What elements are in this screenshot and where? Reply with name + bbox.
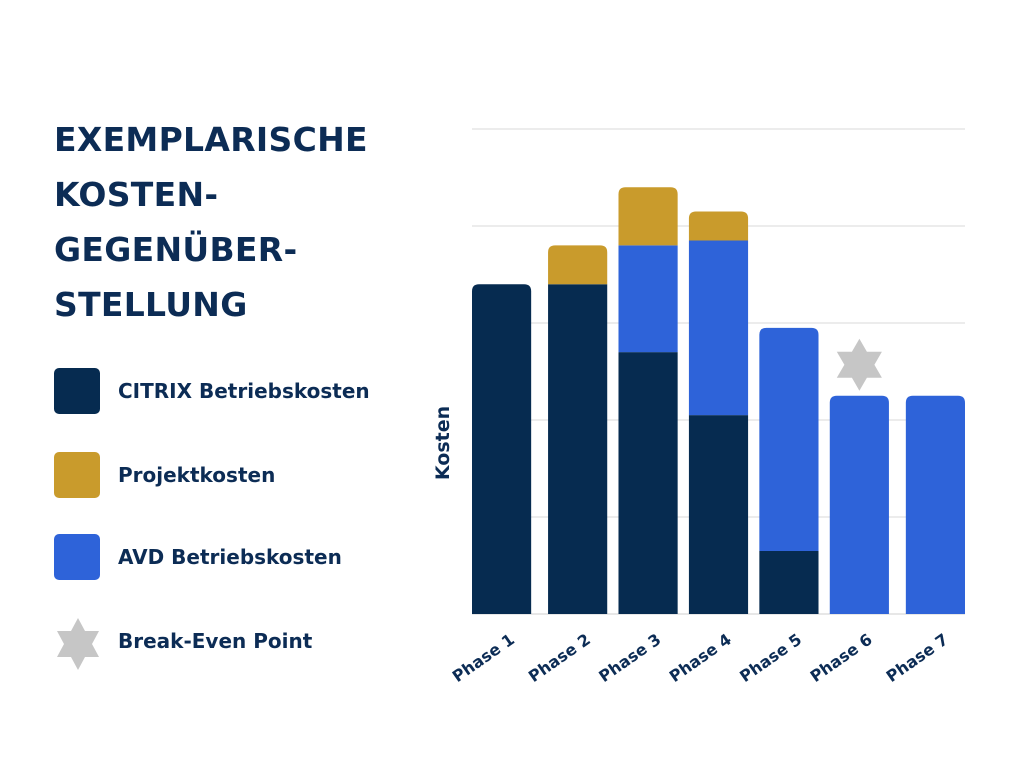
title-line: STELLUNG [54,285,248,324]
chart-bars [472,187,965,614]
chart-title: EXEMPLARISCHE KOSTEN- GEGENÜBER- STELLUN… [54,112,384,332]
x-tick-labels: Phase 1 Phase 2 Phase 3 Phase 4 Phase 5 Phase… [449,630,952,686]
legend-label-projekt: Projektkosten [118,463,276,487]
bar-segment-avd [905,395,965,614]
star-icon [57,618,99,670]
legend-item-break-even: Break-Even Point [54,618,414,670]
legend-item-projekt: Projektkosten [54,452,414,498]
bar-segment-avd [688,240,749,416]
bar-segment-citrix [472,284,532,614]
bar-segment-projektkosten [688,211,749,241]
legend-label-citrix: CITRIX Betriebskosten [118,379,370,403]
x-tick-label: Phase 7 [883,630,952,686]
bar-segment-avd [759,327,819,551]
title-line: GEGENÜBER- [54,230,298,269]
bar-segment-projektkosten [548,245,608,285]
bar-segment-projektkosten [618,187,678,246]
bar-segment-citrix [688,415,749,614]
title-line: EXEMPLARISCHE [54,120,368,159]
y-axis-label: Kosten [432,406,454,480]
legend-label-break-even: Break-Even Point [118,629,313,653]
x-tick-label: Phase 1 [449,630,518,686]
legend-item-avd: AVD Betriebskosten [54,534,414,580]
bar-segment-citrix [548,284,608,614]
title-line: KOSTEN- [54,175,219,214]
legend-swatch-citrix [54,368,100,414]
bar-segment-citrix [618,352,678,614]
bar-segment-citrix [759,550,819,614]
x-tick-label: Phase 5 [736,630,805,686]
x-tick-label: Phase 2 [525,630,594,686]
x-tick-label: Phase 3 [595,630,664,686]
break-even-marker [836,338,882,391]
x-tick-label: Phase 6 [807,630,876,686]
legend-label-avd: AVD Betriebskosten [118,545,342,569]
bar-segment-avd [618,245,678,353]
x-tick-label: Phase 4 [666,630,735,686]
bar-segment-avd [829,395,889,614]
break-even-star-icon [836,338,882,391]
legend-swatch-avd [54,534,100,580]
legend-item-citrix: CITRIX Betriebskosten [54,368,414,414]
legend-swatch-projekt [54,452,100,498]
